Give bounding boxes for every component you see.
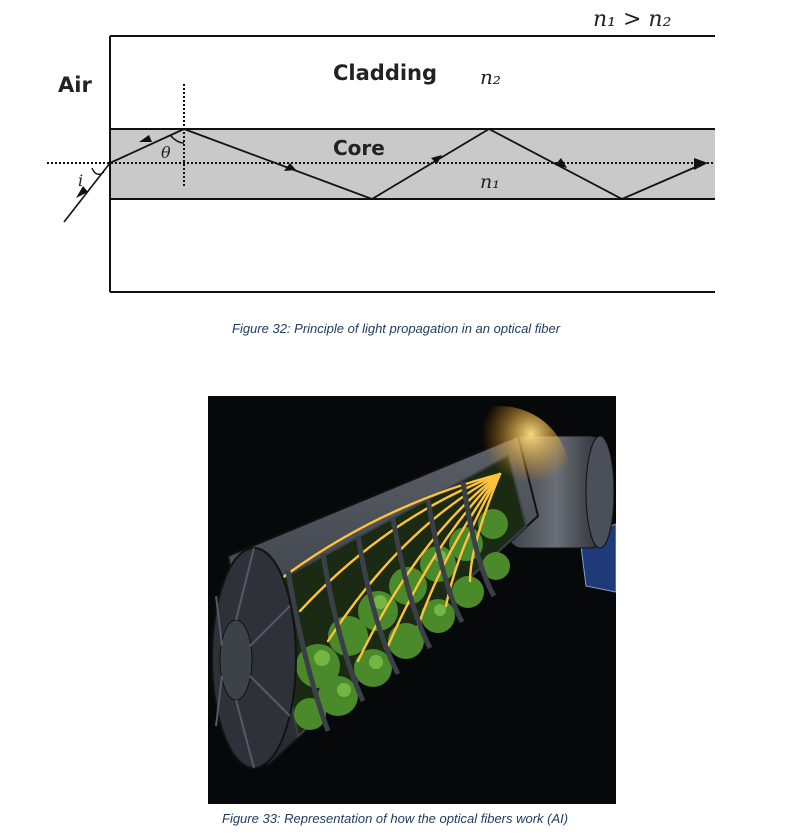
n1-label: n₁ xyxy=(480,171,500,193)
n2-label: n₂ xyxy=(480,65,501,89)
incidence-angle-label: i xyxy=(78,171,83,190)
path-arrow-2 xyxy=(284,163,296,171)
front-end-hub xyxy=(219,619,253,701)
optical-fibers xyxy=(276,472,502,663)
theta-arc xyxy=(169,134,185,144)
refractive-index-relation: n₁ > n₂ xyxy=(593,7,671,32)
cladding-label: Cladding xyxy=(333,61,437,85)
incident-arrow xyxy=(76,186,88,198)
optical-fiber-diagram: n₁ > n₂ Air Cladding n₂ Core n₁ θ i xyxy=(47,7,715,293)
path-arrow-1 xyxy=(139,135,152,142)
figure-33-caption: Figure 33: Representation of how the opt… xyxy=(222,811,569,826)
i-arc xyxy=(91,167,105,175)
air-label: Air xyxy=(58,73,92,97)
theta-label: θ xyxy=(161,143,171,162)
plant-highlights xyxy=(314,550,446,697)
optical-fiber-greenhouse-illustration xyxy=(208,396,616,804)
figure-32-caption: Figure 32: Principle of light propagatio… xyxy=(232,321,561,336)
hull-ribs xyxy=(285,481,497,732)
path-arrow-5 xyxy=(694,158,708,170)
path-arrow-3 xyxy=(431,155,442,164)
path-arrow-4 xyxy=(555,158,567,168)
rear-module-cap xyxy=(585,435,615,549)
light-path xyxy=(109,127,706,200)
core-label: Core xyxy=(333,136,385,160)
front-end-spokes xyxy=(215,547,291,769)
